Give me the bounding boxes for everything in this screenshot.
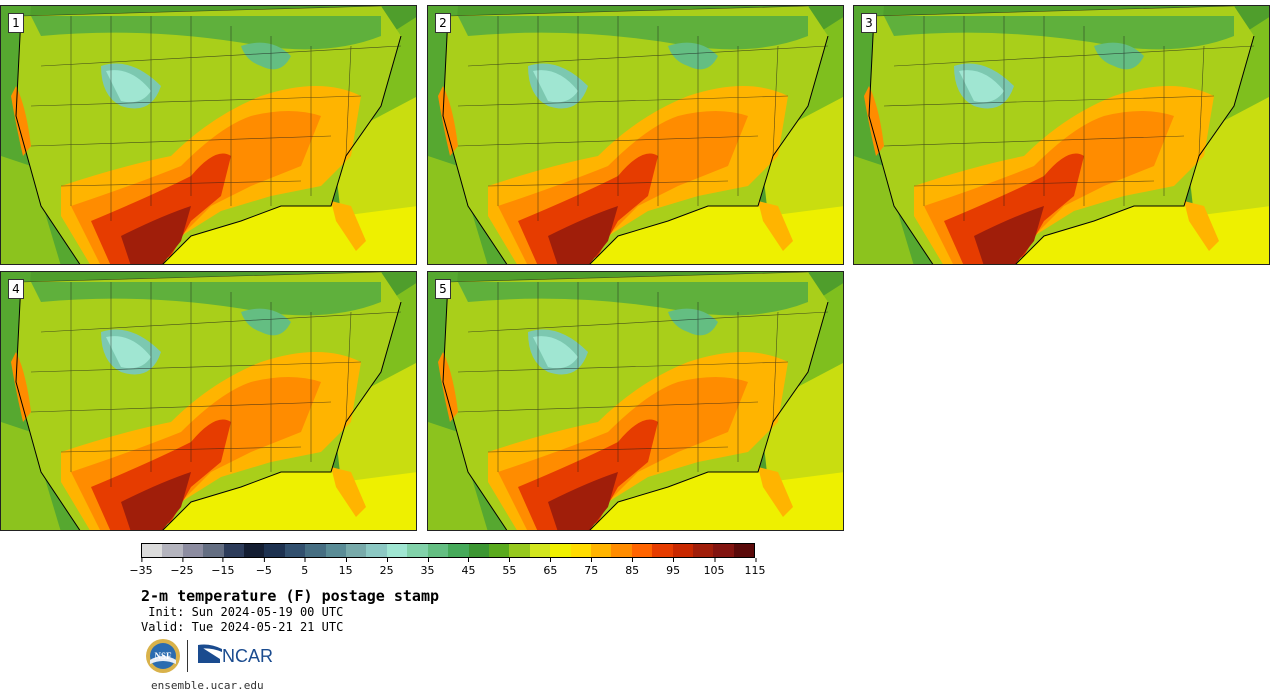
colorbar-tick-label: 55 — [502, 558, 516, 577]
colorbar — [141, 543, 755, 558]
chart-title: 2-m temperature (F) postage stamp — [141, 587, 440, 605]
colorbar-tick-label: 75 — [584, 558, 598, 577]
colorbar-swatch — [427, 544, 449, 557]
colorbar-swatch — [284, 544, 306, 557]
colorbar-swatch — [162, 544, 183, 557]
panel-number: 2 — [435, 13, 451, 33]
ncar-logo-text: NCAR — [222, 646, 274, 666]
temperature-map — [1, 272, 416, 530]
colorbar-swatch — [550, 544, 571, 557]
temperature-map — [1, 6, 416, 264]
colorbar-swatch — [182, 544, 204, 557]
colorbar-swatch — [488, 544, 510, 557]
colorbar-tick-label: −15 — [211, 558, 234, 577]
colorbar-swatch — [509, 544, 530, 557]
colorbar-swatch — [264, 544, 285, 557]
temperature-map — [428, 6, 843, 264]
colorbar-swatch — [325, 544, 347, 557]
ncar-logo-icon — [198, 644, 222, 663]
colorbar-ticks: −35 −25 −15 −5 5 15 25 35 45 55 65 75 85 95 105 115 — [129, 558, 766, 578]
colorbar-swatch — [346, 544, 367, 557]
init-time: Init: Sun 2024-05-19 00 UTC — [141, 605, 344, 619]
colorbar-tick-label: 95 — [666, 558, 680, 577]
map-panel-2: 2 — [427, 5, 844, 265]
colorbar-swatch — [366, 544, 387, 557]
map-panel-3: 3 — [853, 5, 1270, 265]
colorbar-swatch — [611, 544, 632, 557]
colorbar-swatch — [631, 544, 653, 557]
colorbar-tick-label: −5 — [256, 558, 272, 577]
colorbar-swatch — [733, 544, 755, 557]
colorbar-tick-label: 25 — [380, 558, 394, 577]
colorbar-tick-label: −35 — [129, 558, 153, 577]
colorbar-swatch — [386, 544, 408, 557]
colorbar-tick-label: 15 — [339, 558, 353, 577]
colorbar-swatch — [652, 544, 673, 557]
colorbar-tick-label: 35 — [421, 558, 435, 577]
colorbar-tick-label: −25 — [170, 558, 194, 577]
colorbar-swatch — [468, 544, 489, 557]
panel-number: 4 — [8, 279, 24, 299]
temperature-map — [854, 6, 1269, 264]
temperature-map — [428, 272, 843, 530]
colorbar-swatch — [529, 544, 551, 557]
panel-number: 3 — [861, 13, 877, 33]
map-panel-4: 4 — [0, 271, 417, 531]
svg-text:NSF: NSF — [154, 651, 172, 661]
valid-time: Valid: Tue 2024-05-21 21 UTC — [141, 620, 344, 634]
colorbar-tick-label: 115 — [745, 558, 766, 577]
colorbar-swatch — [713, 544, 734, 557]
colorbar-swatch — [448, 544, 469, 557]
colorbar-tick-label: 85 — [625, 558, 639, 577]
map-panel-5: 5 — [427, 271, 844, 531]
colorbar-tick-label: 105 — [704, 558, 725, 577]
panel-number: 5 — [435, 279, 451, 299]
colorbar-tick-label: 65 — [543, 558, 557, 577]
colorbar-swatch — [203, 544, 224, 557]
colorbar-swatch — [244, 544, 265, 557]
colorbar-swatch — [672, 544, 693, 557]
colorbar-swatch — [590, 544, 612, 557]
map-panel-1: 1 — [0, 5, 417, 265]
colorbar-tick-label: 5 — [301, 558, 308, 577]
colorbar-tick-label: 45 — [461, 558, 475, 577]
colorbar-swatch — [142, 544, 163, 557]
colorbar-swatch — [692, 544, 714, 557]
colorbar-swatch — [570, 544, 591, 557]
colorbar-swatch — [223, 544, 245, 557]
website-url: ensemble.ucar.edu — [151, 679, 264, 692]
colorbar-swatch — [305, 544, 326, 557]
colorbar-swatch — [407, 544, 428, 557]
logo-divider — [187, 640, 188, 672]
panel-number: 1 — [8, 13, 24, 33]
nsf-logo-icon: NSF — [146, 639, 180, 673]
